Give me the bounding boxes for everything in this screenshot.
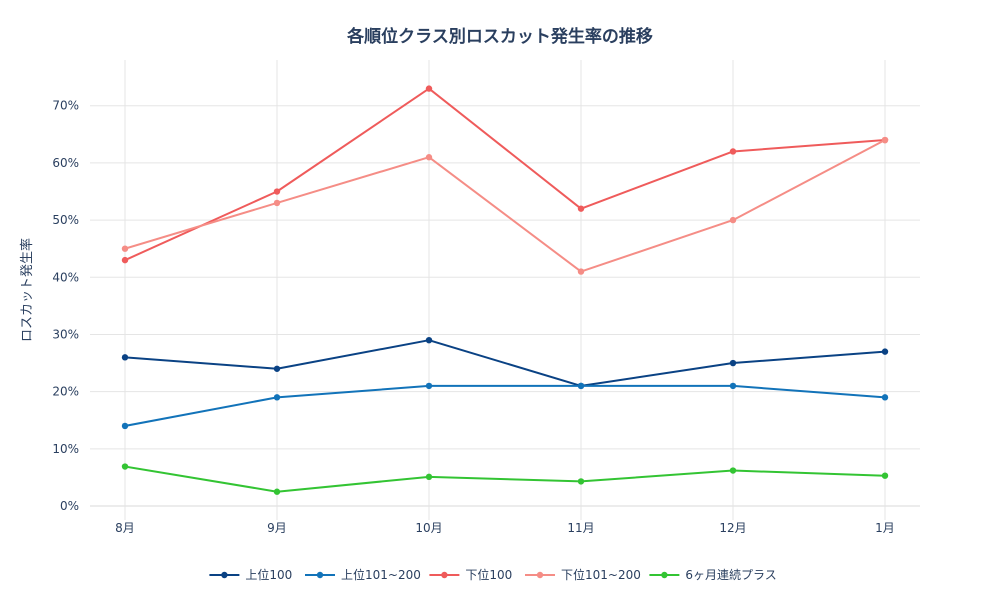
- data-point[interactable]: [729, 359, 737, 367]
- x-axis-ticks: 8月 9月 10月 11月 12月 1月: [115, 521, 895, 535]
- legend-swatch-marker: [441, 571, 448, 579]
- series-line: [124, 465, 886, 493]
- data-point[interactable]: [121, 422, 129, 430]
- data-point[interactable]: [425, 85, 433, 92]
- data-point[interactable]: [273, 394, 281, 401]
- legend-item[interactable]: 下位100: [429, 567, 512, 582]
- data-point[interactable]: [577, 382, 585, 390]
- x-tick-label: 11月: [567, 521, 594, 535]
- y-tick-label: 60%: [52, 156, 79, 170]
- chart-title: 各順位クラス別ロスカット発生率の推移: [346, 26, 653, 47]
- series-line: [124, 139, 886, 273]
- data-point[interactable]: [121, 463, 129, 470]
- legend[interactable]: 上位100 上位101~200 下位100 下位101~200 6ヶ月連続プラス: [209, 567, 777, 582]
- data-point[interactable]: [729, 148, 737, 155]
- y-tick-label: 30%: [52, 327, 79, 341]
- x-tick-label: 1月: [875, 521, 895, 535]
- series-2: [121, 85, 889, 264]
- y-tick-label: 70%: [52, 99, 79, 113]
- y-tick-label: 10%: [52, 442, 79, 456]
- legend-label: 6ヶ月連続プラス: [685, 568, 776, 582]
- x-tick-label: 8月: [115, 521, 135, 535]
- y-tick-label: 40%: [52, 270, 79, 284]
- x-tick-label: 10月: [415, 521, 442, 535]
- data-point[interactable]: [729, 382, 737, 390]
- legend-item[interactable]: 下位101~200: [525, 567, 641, 582]
- legend-label: 上位100: [245, 567, 292, 582]
- y-tick-label: 20%: [52, 385, 79, 399]
- series-4: [121, 463, 889, 495]
- legend-swatch-marker: [536, 571, 544, 579]
- x-tick-label: 9月: [267, 521, 287, 535]
- legend-item[interactable]: 上位101~200: [305, 567, 421, 582]
- y-tick-label: 0%: [60, 499, 79, 513]
- series-line: [124, 87, 886, 262]
- series-line: [124, 384, 886, 427]
- data-point[interactable]: [881, 136, 889, 144]
- data-point[interactable]: [425, 336, 433, 344]
- series-3: [121, 136, 889, 275]
- data-point[interactable]: [881, 348, 889, 355]
- y-tick-label: 50%: [52, 213, 79, 227]
- legend-label: 上位101~200: [341, 567, 421, 582]
- data-point[interactable]: [273, 199, 281, 207]
- data-point[interactable]: [121, 245, 129, 252]
- legend-swatch-marker: [661, 571, 668, 579]
- legend-item[interactable]: 6ヶ月連続プラス: [649, 568, 777, 582]
- data-point[interactable]: [425, 382, 433, 390]
- series-layer: [121, 85, 889, 495]
- data-point[interactable]: [729, 216, 737, 224]
- data-point[interactable]: [577, 268, 585, 275]
- data-point[interactable]: [273, 365, 281, 372]
- y-axis-label: ロスカット発生率: [19, 238, 35, 342]
- series-line: [124, 339, 886, 387]
- x-tick-label: 12月: [719, 521, 746, 535]
- data-point[interactable]: [729, 467, 737, 474]
- data-point[interactable]: [425, 154, 433, 161]
- data-point[interactable]: [881, 394, 889, 401]
- data-point[interactable]: [273, 488, 281, 495]
- y-axis-ticks: 0% 10% 20% 30% 40% 50% 60% 70%: [52, 99, 79, 513]
- series-1: [121, 382, 889, 430]
- data-point[interactable]: [881, 472, 889, 479]
- data-point[interactable]: [425, 473, 433, 481]
- legend-swatch-marker: [221, 571, 228, 579]
- legend-label: 下位101~200: [561, 567, 641, 582]
- data-point[interactable]: [273, 188, 281, 195]
- data-point[interactable]: [121, 256, 129, 264]
- data-point[interactable]: [121, 354, 129, 361]
- legend-swatch-marker: [316, 571, 324, 579]
- data-point[interactable]: [577, 478, 585, 485]
- series-0: [121, 336, 889, 390]
- data-point[interactable]: [577, 205, 585, 212]
- legend-item[interactable]: 上位100: [209, 567, 292, 582]
- legend-label: 下位100: [465, 567, 512, 582]
- grid-layer: [90, 60, 920, 520]
